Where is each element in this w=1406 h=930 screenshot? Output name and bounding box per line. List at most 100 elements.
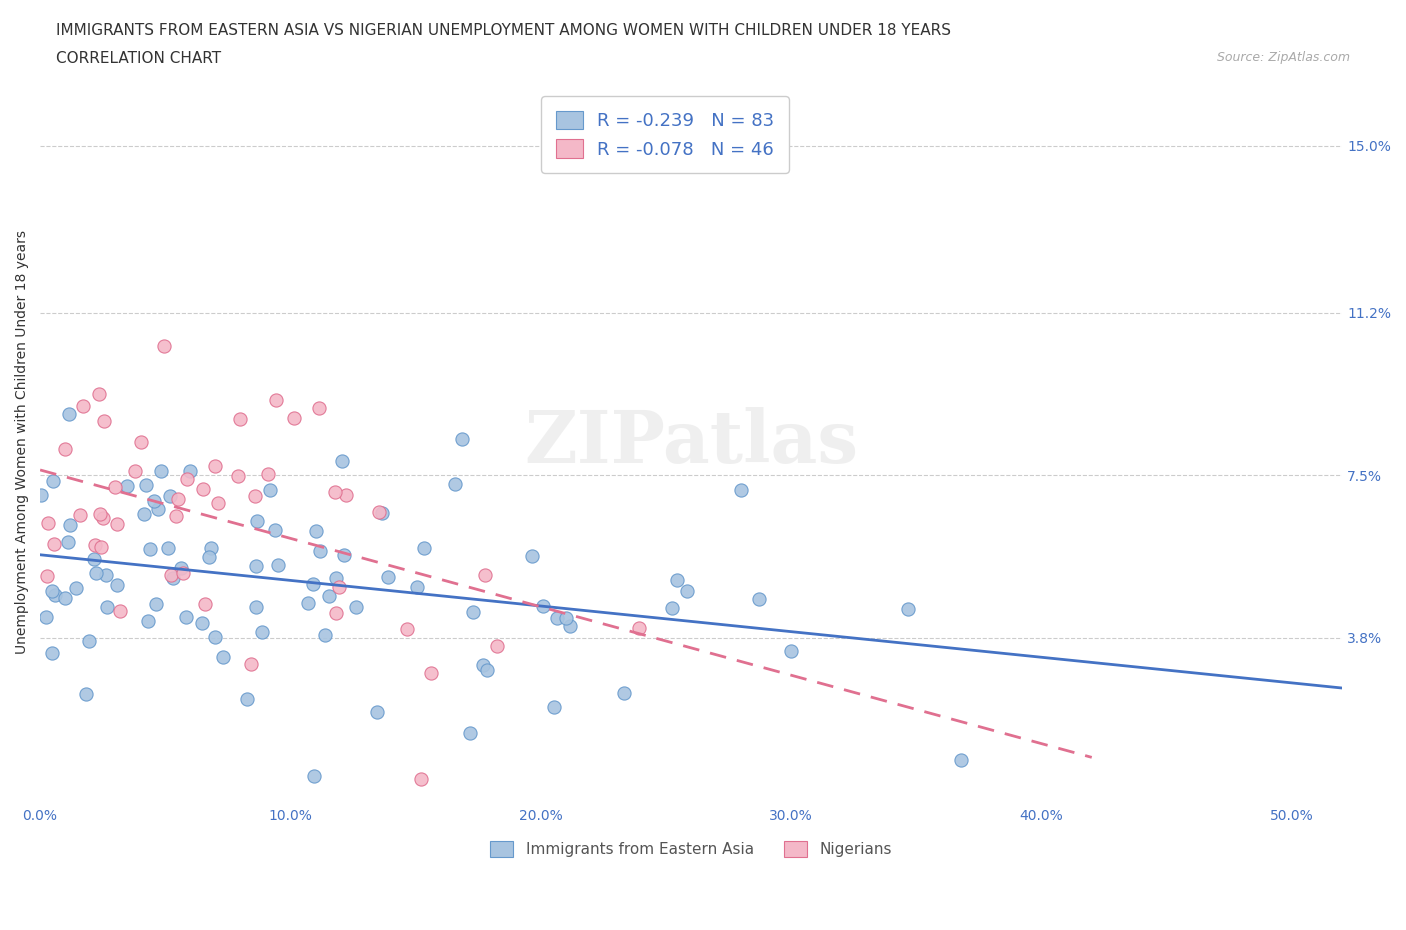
Point [676,583,699,598]
Point [333,548,356,563]
Point [243,488,266,503]
Text: ZIPatlas: ZIPatlas [524,406,858,478]
Point [193,481,215,496]
Point [531,599,554,614]
Point [259,483,281,498]
Text: Source: ZipAtlas.com: Source: ZipAtlas.com [1216,51,1350,64]
Point [451,432,474,446]
Point [370,505,392,520]
Point [83,538,105,552]
Point [472,658,495,672]
Point [323,485,346,499]
Point [409,772,432,787]
Point [245,558,267,573]
Point [543,699,565,714]
Point [42,537,65,551]
Point [377,569,399,584]
Point [368,505,391,520]
Point [65,581,87,596]
Point [546,610,568,625]
Point [115,479,138,494]
Point [37,569,59,584]
Point [458,725,481,740]
Point [83,551,105,566]
Point [135,477,157,492]
Point [305,524,328,538]
Point [328,579,350,594]
Point [475,662,498,677]
Point [90,539,112,554]
Point [283,410,305,425]
Point [103,479,125,494]
Point [485,638,508,653]
Point [129,434,152,449]
Text: IMMIGRANTS FROM EASTERN ASIA VS NIGERIAN UNEMPLOYMENT AMONG WOMEN WITH CHILDREN : IMMIGRANTS FROM EASTERN ASIA VS NIGERIAN… [56,23,952,38]
Point [75,686,97,701]
Text: CORRELATION CHART: CORRELATION CHART [56,51,221,66]
Point [176,472,198,486]
Point [613,685,636,700]
Point [149,464,172,479]
Point [53,591,76,605]
Point [395,621,418,636]
Point [335,488,357,503]
Legend: Immigrants from Eastern Asia, Nigerians: Immigrants from Eastern Asia, Nigerians [478,829,904,870]
Point [108,604,131,618]
Point [366,705,388,720]
Point [204,630,226,644]
Point [156,541,179,556]
Point [344,600,367,615]
Point [37,516,59,531]
Point [145,597,167,612]
Point [191,615,214,630]
Point [226,469,249,484]
Point [628,621,651,636]
Point [69,508,91,523]
Point [245,600,267,615]
Point [419,665,441,680]
Point [264,392,287,407]
Point [91,511,114,525]
Point [461,604,484,619]
Point [89,506,111,521]
Point [474,568,496,583]
Point [897,601,920,616]
Point [250,625,273,640]
Point [105,578,128,592]
Point [200,540,222,555]
Point [56,535,79,550]
Point [179,463,201,478]
Point [159,488,181,503]
Point [267,558,290,573]
Point [264,523,287,538]
Point [41,646,63,661]
Point [229,412,252,427]
Point [30,487,52,502]
Point [79,634,101,649]
Point [212,650,235,665]
Point [207,496,229,511]
Point [239,657,262,671]
Point [58,518,80,533]
Point [257,467,280,482]
Point [148,501,170,516]
Point [169,561,191,576]
Point [138,542,160,557]
Point [730,482,752,497]
Point [779,644,801,658]
Point [554,611,576,626]
Point [661,601,683,616]
Point [96,567,118,582]
Point [136,613,159,628]
Point [35,610,58,625]
Point [325,605,347,620]
Point [302,768,325,783]
Point [245,513,267,528]
Point [204,458,226,473]
Point [302,577,325,591]
Point [160,567,183,582]
Point [194,596,217,611]
Point [236,692,259,707]
Point [132,507,155,522]
Point [318,589,340,604]
